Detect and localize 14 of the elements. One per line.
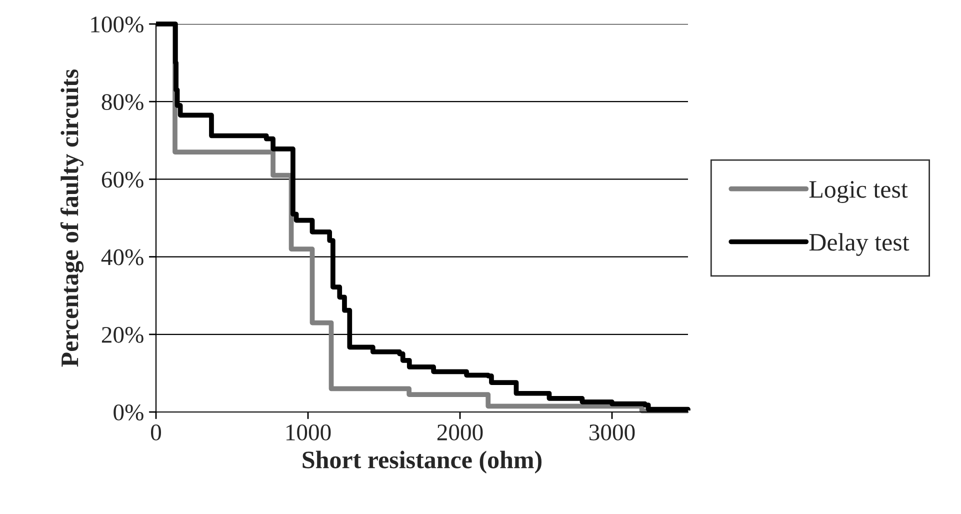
x-axis-title: Short resistance (ohm): [302, 450, 542, 474]
legend-label: Delay test: [809, 233, 910, 256]
y-tick-label: 40%: [101, 249, 144, 266]
legend-label: Logic test: [809, 181, 908, 203]
x-tick-label: 1000: [286, 424, 331, 440]
y-tick-label: 100%: [91, 16, 144, 32]
x-tick-label: 0: [150, 424, 162, 440]
y-tick-label: 0%: [114, 404, 144, 420]
x-tick-label: 2000: [437, 424, 483, 440]
y-tick-label: 80%: [102, 94, 144, 110]
y-tick-label: 60%: [102, 172, 144, 188]
y-axis-title: Percentage of faulty circuits: [60, 69, 84, 367]
y-tick-label: 20%: [102, 326, 144, 343]
x-tick-label: 3000: [590, 424, 635, 440]
